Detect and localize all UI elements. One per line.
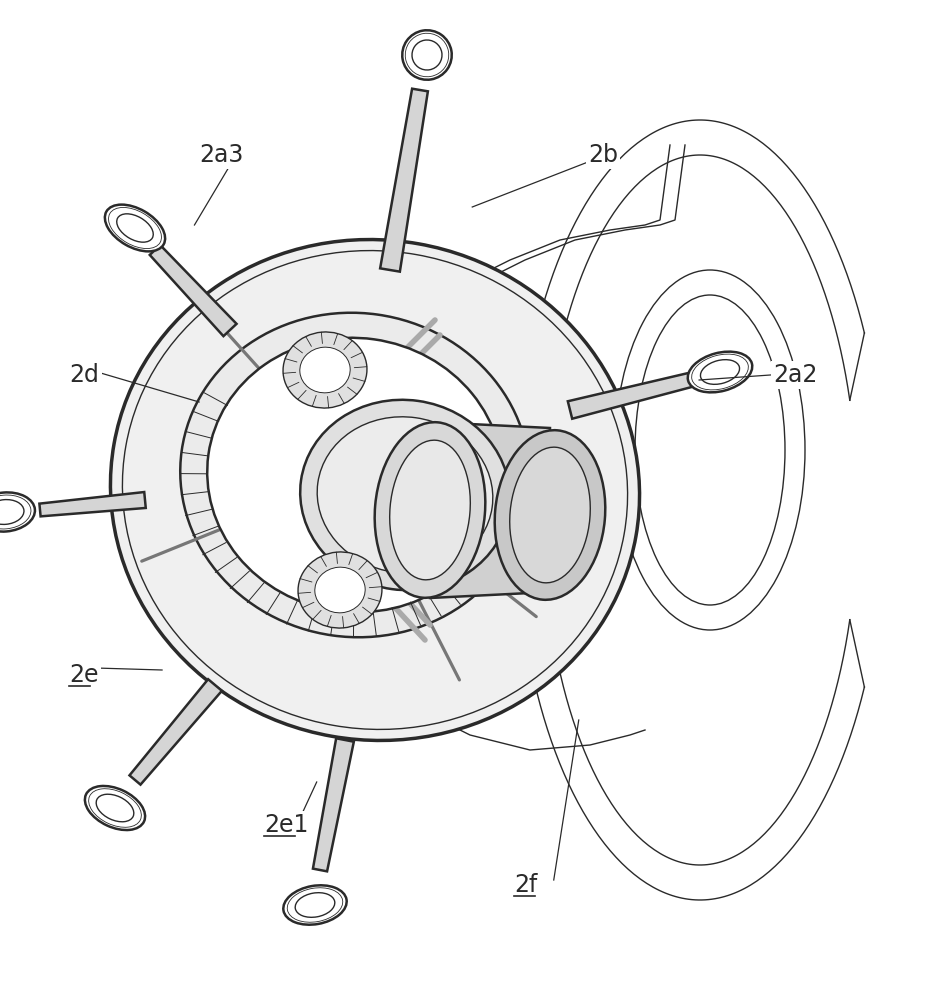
Polygon shape xyxy=(313,738,354,871)
Ellipse shape xyxy=(315,567,365,613)
Polygon shape xyxy=(130,679,222,785)
Polygon shape xyxy=(430,422,550,598)
Ellipse shape xyxy=(300,347,350,393)
Ellipse shape xyxy=(390,440,470,580)
Text: 2e1: 2e1 xyxy=(264,813,308,837)
Ellipse shape xyxy=(298,552,382,628)
Ellipse shape xyxy=(375,422,485,598)
Polygon shape xyxy=(568,373,692,419)
Ellipse shape xyxy=(402,30,452,80)
Text: 2e: 2e xyxy=(69,663,99,687)
Ellipse shape xyxy=(509,447,590,583)
Ellipse shape xyxy=(283,332,367,408)
Ellipse shape xyxy=(0,500,24,524)
Text: 2d: 2d xyxy=(69,363,99,387)
Text: 2b: 2b xyxy=(588,143,618,167)
Ellipse shape xyxy=(412,40,442,70)
Ellipse shape xyxy=(117,214,154,242)
Ellipse shape xyxy=(207,338,503,612)
Polygon shape xyxy=(40,492,145,516)
Ellipse shape xyxy=(635,295,785,605)
Ellipse shape xyxy=(85,786,145,830)
Ellipse shape xyxy=(0,492,35,532)
Ellipse shape xyxy=(494,430,606,600)
Ellipse shape xyxy=(283,885,346,925)
Text: 2a3: 2a3 xyxy=(199,143,244,167)
Ellipse shape xyxy=(300,400,510,590)
Polygon shape xyxy=(150,245,236,336)
Ellipse shape xyxy=(318,417,493,573)
Ellipse shape xyxy=(700,360,740,384)
Text: 2f: 2f xyxy=(514,873,537,897)
Ellipse shape xyxy=(110,240,640,740)
Ellipse shape xyxy=(181,313,530,637)
Polygon shape xyxy=(381,89,428,272)
Text: 2a2: 2a2 xyxy=(773,363,818,387)
Ellipse shape xyxy=(105,205,165,251)
Ellipse shape xyxy=(688,352,752,392)
Ellipse shape xyxy=(96,794,134,822)
Ellipse shape xyxy=(295,893,335,917)
Ellipse shape xyxy=(615,270,805,630)
